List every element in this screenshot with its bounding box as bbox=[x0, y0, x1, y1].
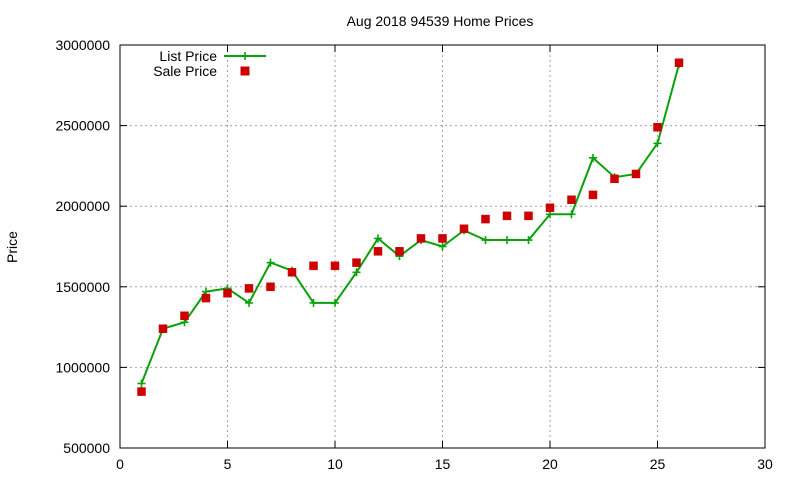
sale-price-point bbox=[588, 190, 598, 200]
list-price-point bbox=[503, 236, 511, 245]
list-price-point bbox=[352, 268, 361, 277]
x-axis-tick-label: 30 bbox=[757, 456, 773, 472]
sale-price-point bbox=[395, 247, 404, 256]
y-axis-tick-label: 1500000 bbox=[55, 279, 110, 295]
list-price-point bbox=[653, 139, 662, 148]
list-price-point bbox=[331, 298, 339, 307]
sale-price-point bbox=[545, 203, 555, 213]
legend-square-marker bbox=[240, 66, 250, 76]
list-price-point bbox=[589, 153, 597, 162]
series-2 bbox=[137, 58, 684, 396]
list-price-point bbox=[567, 210, 576, 219]
x-axis-tick-label: 20 bbox=[542, 456, 558, 472]
y-axis-tick-label: 3000000 bbox=[55, 37, 110, 53]
legend-item-sale-price: Sale Price bbox=[153, 63, 250, 79]
list-price-point bbox=[481, 236, 490, 245]
sale-price-point bbox=[416, 234, 426, 243]
sale-price-point bbox=[674, 58, 684, 67]
axis-layer: 0 5 10 15 20 25 30 500000 1000000 1500000 2000000 2… bbox=[55, 37, 773, 472]
series-layer bbox=[137, 58, 684, 396]
list-price-point bbox=[266, 258, 275, 267]
list-price-point bbox=[245, 298, 253, 307]
series-1 bbox=[137, 60, 683, 388]
sale-price-point bbox=[330, 261, 340, 271]
sale-price-point bbox=[567, 195, 576, 205]
list-price-point bbox=[137, 379, 146, 388]
sale-price-point bbox=[158, 324, 168, 333]
sale-price-point bbox=[180, 311, 189, 321]
list-price-line bbox=[140, 63, 680, 385]
sale-price-point bbox=[653, 122, 662, 132]
x-axis-tick-label: 5 bbox=[224, 456, 232, 472]
legend-plus-marker bbox=[241, 52, 249, 60]
legend-item-list-price: List Price bbox=[159, 48, 266, 64]
legend-label: Sale Price bbox=[153, 63, 217, 79]
sale-price-point bbox=[137, 387, 146, 396]
sale-price-point bbox=[524, 211, 533, 221]
x-axis-tick-label: 0 bbox=[116, 456, 124, 472]
list-price-point bbox=[438, 242, 447, 251]
sale-price-point bbox=[309, 261, 318, 271]
y-axis-tick-label: 2000000 bbox=[55, 198, 110, 214]
legend-label: List Price bbox=[159, 48, 217, 64]
y-axis-tick-label: 1000000 bbox=[55, 359, 110, 375]
sale-price-point bbox=[459, 224, 469, 234]
sale-price-point bbox=[631, 169, 641, 179]
y-axis-tick-label: 2500000 bbox=[55, 118, 110, 134]
y-axis-tick-label: 500000 bbox=[63, 440, 110, 456]
x-axis-tick-label: 25 bbox=[650, 456, 666, 472]
sale-price-point bbox=[223, 288, 232, 298]
sale-price-point bbox=[266, 282, 275, 292]
sale-price-point bbox=[201, 293, 211, 303]
sale-price-point bbox=[481, 214, 490, 224]
sale-price-point bbox=[610, 174, 619, 184]
y-axis-title: Price bbox=[4, 231, 20, 263]
list-price-point bbox=[309, 298, 318, 307]
x-axis-tick-label: 15 bbox=[435, 456, 451, 472]
chart-title: Aug 2018 94539 Home Prices bbox=[347, 13, 534, 29]
list-price-point bbox=[524, 236, 533, 245]
sale-price-point bbox=[438, 234, 447, 243]
sale-price-point bbox=[287, 268, 297, 277]
sale-price-point bbox=[352, 258, 361, 267]
sale-price-point bbox=[244, 284, 254, 293]
sale-price-point bbox=[373, 247, 383, 256]
sale-price-point bbox=[502, 211, 512, 221]
list-price-point bbox=[374, 234, 382, 243]
x-axis-tick-label: 10 bbox=[327, 456, 343, 472]
